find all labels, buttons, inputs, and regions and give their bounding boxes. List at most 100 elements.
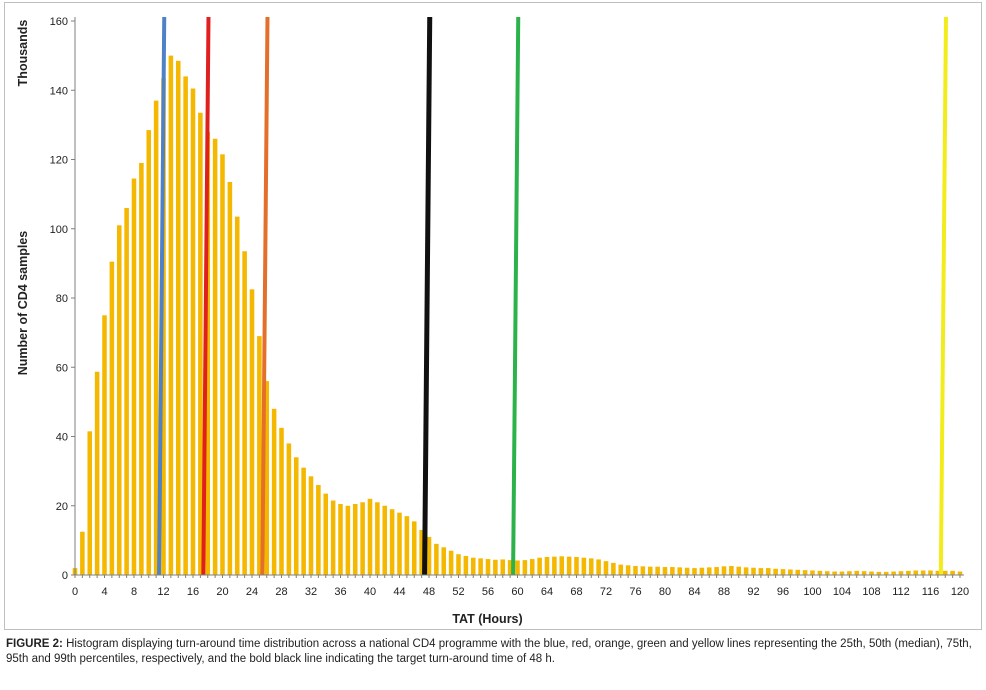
histogram-bar <box>950 570 955 575</box>
histogram-bar <box>714 567 719 575</box>
x-tick-label: 116 <box>922 586 940 598</box>
histogram-bar <box>316 484 321 575</box>
histogram-bar <box>352 504 358 575</box>
histogram-bar <box>146 130 152 575</box>
x-tick-label: 36 <box>334 586 346 598</box>
percentile-line <box>422 16 433 576</box>
histogram-bar <box>242 251 247 575</box>
histogram-bar <box>382 505 388 575</box>
x-tick-label: 20 <box>216 586 228 598</box>
histogram-bar <box>603 561 609 575</box>
histogram-bar <box>205 131 211 576</box>
y-tick-label: 60 <box>56 362 68 374</box>
histogram-bar <box>94 371 100 575</box>
histogram-bar <box>618 564 624 575</box>
histogram-bar <box>625 565 631 575</box>
histogram-bar <box>478 558 483 575</box>
x-tick-label: 112 <box>892 586 910 598</box>
y-axis-title: Number of CD4 samples <box>16 231 30 376</box>
y-tick-label: 0 <box>62 570 68 582</box>
histogram-bar <box>227 182 233 575</box>
chart-frame: 0 20 40 60 80 100 120 140 160 0 4 8 12 16 20 24 28 32 36 40… <box>4 2 982 630</box>
histogram-bar <box>109 261 115 575</box>
x-tick-label: 96 <box>777 586 789 598</box>
histogram-bar <box>434 543 439 575</box>
histogram-bar <box>308 476 314 575</box>
histogram-bar <box>655 566 660 575</box>
histogram-bar <box>743 567 749 575</box>
x-tick-label: 80 <box>659 586 671 598</box>
bars-group <box>72 55 963 576</box>
histogram-bar <box>456 554 461 575</box>
histogram-bar <box>706 567 712 575</box>
histogram-bar <box>847 571 852 575</box>
x-tick-label: 16 <box>187 586 199 598</box>
histogram-bar <box>183 76 188 576</box>
histogram-bar <box>507 560 513 575</box>
histogram-bar <box>699 567 705 575</box>
figure-caption: FIGURE 2: Histogram displaying turn-arou… <box>6 637 982 667</box>
histogram-bar <box>765 568 771 575</box>
histogram-bar <box>522 560 528 575</box>
histogram-bar <box>869 571 874 575</box>
histogram-bar <box>102 315 107 575</box>
x-axis-title: TAT (Hours) <box>452 612 522 626</box>
x-tick-label: 76 <box>629 586 641 598</box>
histogram-bar <box>544 557 550 575</box>
histogram-bar <box>566 556 572 575</box>
histogram-bar <box>677 567 683 575</box>
percentile-lines-group <box>157 16 948 576</box>
x-tick-label: 88 <box>718 586 730 598</box>
histogram-bar <box>581 557 587 575</box>
histogram-bar <box>817 570 823 575</box>
histogram-bar <box>389 509 395 575</box>
percentile-line <box>157 16 167 576</box>
histogram-bar <box>257 336 262 575</box>
x-tick-label: 68 <box>570 586 582 598</box>
histogram-bar <box>891 571 896 575</box>
histogram-bar <box>721 566 727 575</box>
histogram-bar <box>441 547 447 575</box>
x-tick-label: 64 <box>541 586 553 598</box>
percentile-line <box>511 16 521 576</box>
histogram-bar <box>633 566 638 575</box>
histogram-bar <box>80 531 85 575</box>
histogram-bar <box>271 408 277 575</box>
histogram-bar <box>758 568 764 575</box>
histogram-bar <box>131 178 137 576</box>
histogram-bar <box>249 289 255 575</box>
histogram-bar <box>301 467 306 575</box>
histogram-bar <box>190 88 196 576</box>
histogram-bar <box>913 570 919 575</box>
histogram-bar <box>397 512 402 575</box>
histogram-bar <box>212 138 218 576</box>
histogram-bar <box>515 560 520 575</box>
x-tick-label: 48 <box>423 586 435 598</box>
x-tick-label: 52 <box>452 586 464 598</box>
histogram-bar <box>537 557 542 575</box>
histogram-bar <box>293 457 299 575</box>
histogram-bar <box>795 569 801 575</box>
histogram-bar <box>883 571 889 575</box>
x-tick-label: 92 <box>747 586 759 598</box>
histogram-bar <box>751 567 756 575</box>
x-tick-label: 0 <box>72 586 78 598</box>
histogram-bar <box>286 443 292 575</box>
histogram-bar <box>463 555 469 575</box>
histogram-bar <box>935 570 941 575</box>
x-tick-label: 8 <box>131 586 137 598</box>
histogram-bar <box>780 569 786 575</box>
histogram-bar <box>345 505 351 575</box>
histogram-bar <box>684 567 690 575</box>
histogram-bar <box>264 381 270 575</box>
histogram-bar <box>957 571 963 575</box>
histogram-bar <box>375 502 380 575</box>
histogram-bar <box>338 504 343 575</box>
histogram-bar <box>876 571 882 575</box>
histogram-bar <box>898 571 904 575</box>
histogram-bar <box>928 570 933 575</box>
histogram-bar <box>832 571 837 575</box>
histogram-bar <box>139 162 144 575</box>
x-tick-label: 44 <box>393 586 405 598</box>
